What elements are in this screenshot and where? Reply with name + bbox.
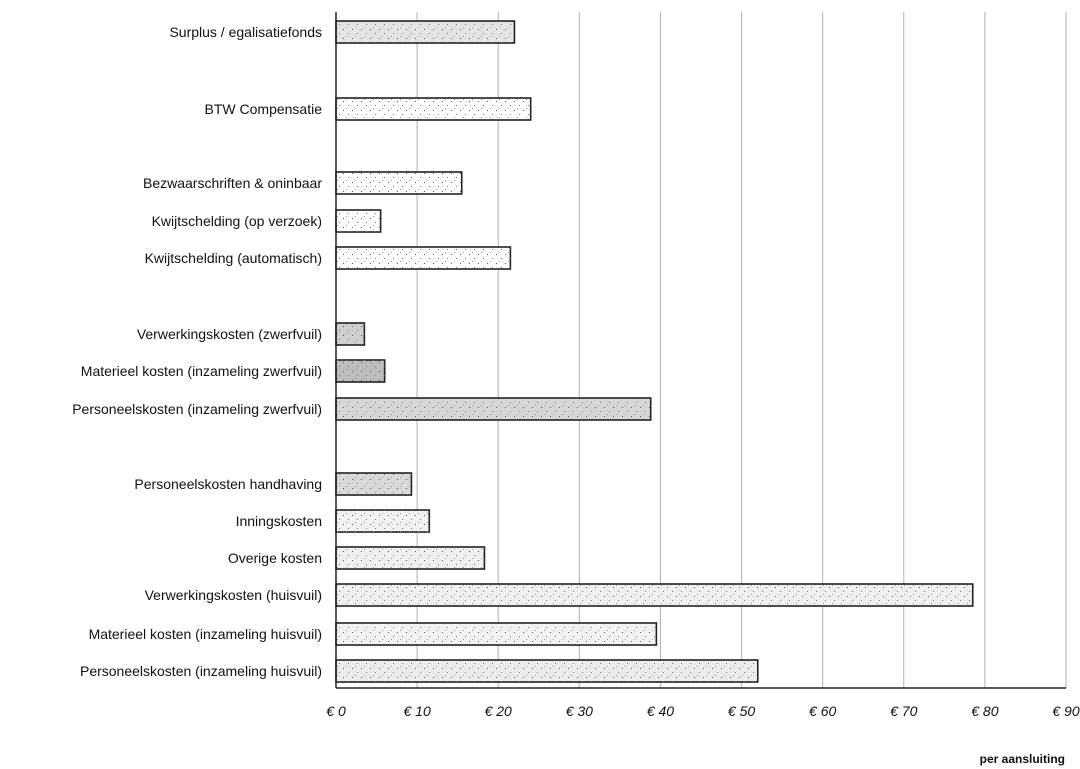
- bar-texture: [336, 660, 758, 682]
- bar-texture: [336, 623, 657, 645]
- x-tick-label: € 0: [326, 703, 346, 719]
- bar-texture: [336, 172, 462, 194]
- category-label: Verwerkingskosten (huisvuil): [145, 587, 322, 603]
- x-axis-label: per aansluiting: [980, 752, 1065, 766]
- category-label: Materieel kosten (inzameling huisvuil): [89, 626, 322, 642]
- gridlines: [416, 12, 1067, 688]
- category-label: Surplus / egalisatiefonds: [169, 24, 322, 40]
- x-tick-labels: € 0 € 10 € 20 € 30 € 40 € 50 € 60 € 70 € 80 € 90: [326, 703, 1080, 719]
- bar-texture: [336, 360, 385, 382]
- category-label: Personeelskosten (inzameling zwerfvuil): [72, 401, 322, 417]
- bar-texture: [336, 547, 485, 569]
- x-tick-label: € 50: [728, 703, 755, 719]
- category-label: Materieel kosten (inzameling zwerfvuil): [81, 363, 322, 379]
- category-label: Personeelskosten handhaving: [134, 476, 322, 492]
- x-tick-label: € 80: [971, 703, 998, 719]
- x-tick-label: € 40: [647, 703, 674, 719]
- category-label: BTW Compensatie: [205, 101, 323, 117]
- bar-texture: [336, 323, 365, 345]
- bar-texture: [336, 510, 430, 532]
- category-label: Personeelskosten (inzameling huisvuil): [80, 663, 322, 679]
- bar-texture: [336, 21, 515, 43]
- category-label: Kwijtschelding (automatisch): [145, 250, 322, 266]
- category-label: Kwijtschelding (op verzoek): [152, 213, 322, 229]
- x-tick-label: € 60: [809, 703, 836, 719]
- category-label: Verwerkingskosten (zwerfvuil): [137, 326, 322, 342]
- x-tick-label: € 70: [890, 703, 917, 719]
- bars: [335, 20, 974, 683]
- bar-texture: [336, 210, 381, 232]
- bar-texture: [336, 247, 511, 269]
- x-tick-label: € 20: [485, 703, 512, 719]
- bar-texture: [336, 473, 412, 495]
- x-tick-label: € 90: [1052, 703, 1079, 719]
- category-labels: Surplus / egalisatiefonds BTW Compensatie…: [72, 24, 322, 679]
- category-label: Overige kosten: [228, 550, 322, 566]
- category-label: Bezwaarschriften & oninbaar: [143, 175, 322, 191]
- bar-texture: [336, 398, 651, 420]
- x-tick-label: € 30: [566, 703, 593, 719]
- axes: [335, 12, 1066, 689]
- bar-texture: [336, 584, 973, 606]
- category-label: Inningskosten: [236, 513, 322, 529]
- x-tick-label: € 10: [403, 703, 430, 719]
- bar-texture: [336, 98, 531, 120]
